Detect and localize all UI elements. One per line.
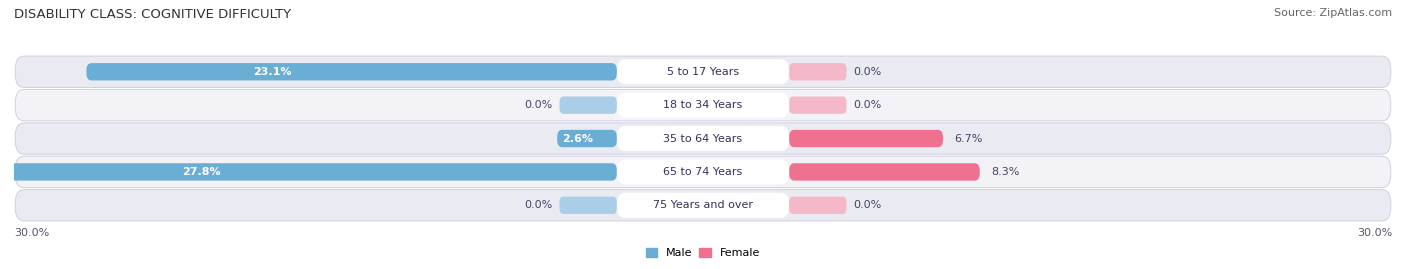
FancyBboxPatch shape (789, 197, 846, 214)
Text: 2.6%: 2.6% (562, 133, 593, 144)
Text: 18 to 34 Years: 18 to 34 Years (664, 100, 742, 110)
FancyBboxPatch shape (617, 59, 789, 84)
Text: 23.1%: 23.1% (253, 67, 291, 77)
Text: 30.0%: 30.0% (1357, 228, 1392, 238)
FancyBboxPatch shape (15, 90, 1391, 121)
Text: 0.0%: 0.0% (524, 100, 553, 110)
FancyBboxPatch shape (0, 163, 617, 180)
FancyBboxPatch shape (560, 97, 617, 114)
FancyBboxPatch shape (617, 193, 789, 218)
Text: 0.0%: 0.0% (853, 67, 882, 77)
FancyBboxPatch shape (789, 97, 846, 114)
FancyBboxPatch shape (15, 123, 1391, 154)
Text: 35 to 64 Years: 35 to 64 Years (664, 133, 742, 144)
Text: 0.0%: 0.0% (524, 200, 553, 210)
Text: 8.3%: 8.3% (991, 167, 1019, 177)
Legend: Male, Female: Male, Female (641, 243, 765, 263)
FancyBboxPatch shape (15, 56, 1391, 87)
FancyBboxPatch shape (560, 197, 617, 214)
Text: 0.0%: 0.0% (853, 200, 882, 210)
FancyBboxPatch shape (15, 190, 1391, 221)
FancyBboxPatch shape (617, 160, 789, 185)
FancyBboxPatch shape (617, 93, 789, 118)
Text: 27.8%: 27.8% (183, 167, 221, 177)
Text: 30.0%: 30.0% (14, 228, 49, 238)
FancyBboxPatch shape (15, 156, 1391, 187)
FancyBboxPatch shape (557, 130, 617, 147)
FancyBboxPatch shape (86, 63, 617, 80)
FancyBboxPatch shape (789, 163, 980, 180)
FancyBboxPatch shape (789, 130, 943, 147)
FancyBboxPatch shape (789, 63, 846, 80)
Text: 65 to 74 Years: 65 to 74 Years (664, 167, 742, 177)
Text: 75 Years and over: 75 Years and over (652, 200, 754, 210)
Text: 6.7%: 6.7% (955, 133, 983, 144)
Text: 5 to 17 Years: 5 to 17 Years (666, 67, 740, 77)
FancyBboxPatch shape (617, 126, 789, 151)
Text: 0.0%: 0.0% (853, 100, 882, 110)
Text: DISABILITY CLASS: COGNITIVE DIFFICULTY: DISABILITY CLASS: COGNITIVE DIFFICULTY (14, 8, 291, 21)
Text: Source: ZipAtlas.com: Source: ZipAtlas.com (1274, 8, 1392, 18)
